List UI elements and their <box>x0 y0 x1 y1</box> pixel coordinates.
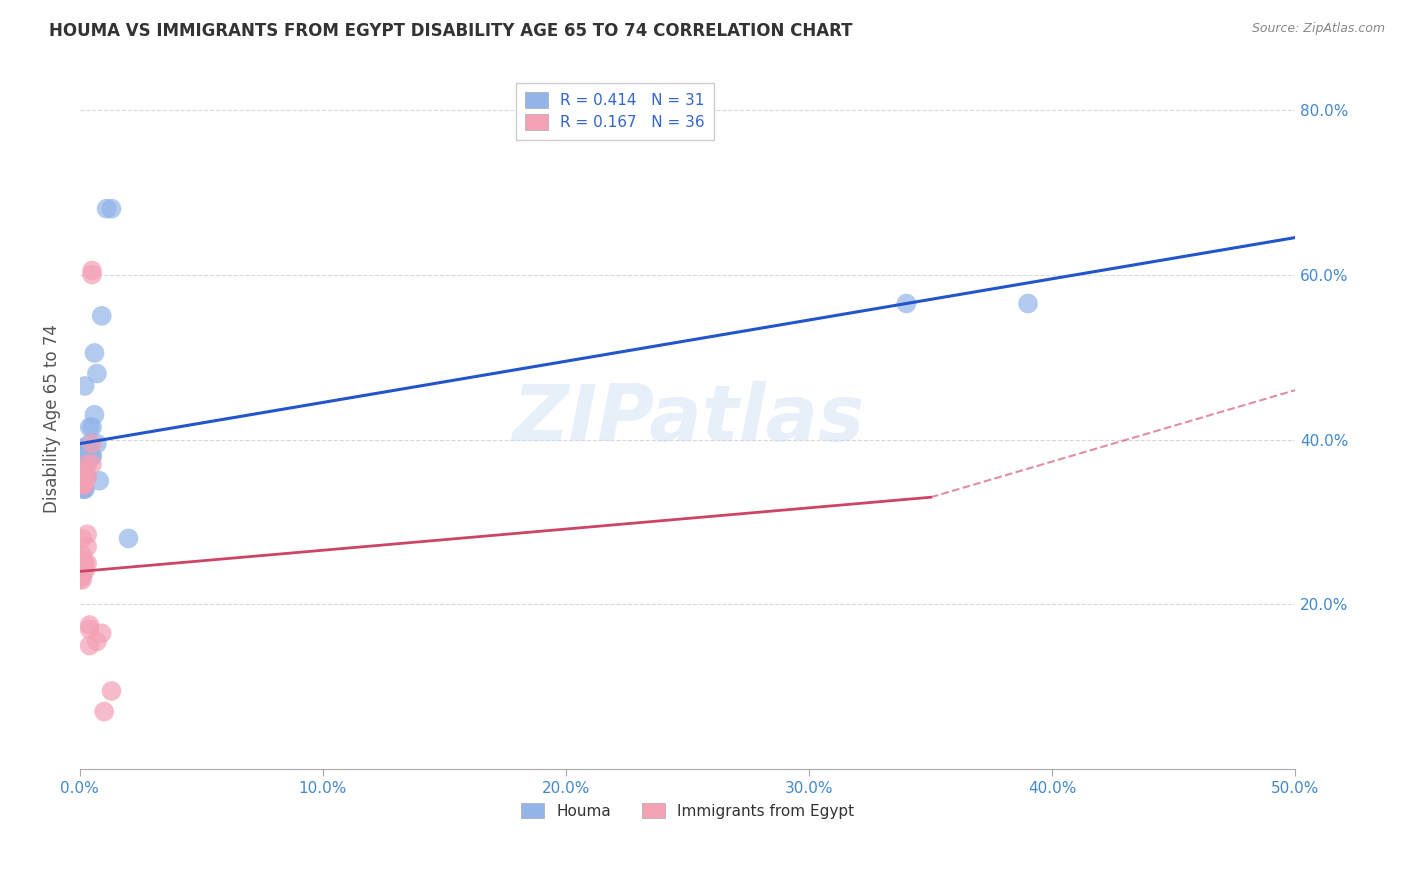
Point <box>96 202 118 216</box>
Text: HOUMA VS IMMIGRANTS FROM EGYPT DISABILITY AGE 65 TO 74 CORRELATION CHART: HOUMA VS IMMIGRANTS FROM EGYPT DISABILIT… <box>49 22 852 40</box>
Point <box>69 552 91 566</box>
Point <box>79 445 101 459</box>
Point <box>69 560 91 574</box>
Point <box>76 556 98 570</box>
Point <box>69 565 91 579</box>
Point <box>72 478 94 492</box>
Point <box>69 445 91 459</box>
Y-axis label: Disability Age 65 to 74: Disability Age 65 to 74 <box>44 325 60 514</box>
Point <box>69 568 91 582</box>
Point <box>72 478 94 492</box>
Point <box>73 478 96 492</box>
Point <box>76 540 98 554</box>
Point <box>100 202 122 216</box>
Point <box>79 436 101 450</box>
Point <box>83 408 105 422</box>
Point <box>79 445 101 459</box>
Point <box>117 532 139 546</box>
Point <box>72 556 94 570</box>
Point <box>80 449 103 463</box>
Point <box>89 474 111 488</box>
Point <box>69 556 91 570</box>
Point <box>69 573 91 587</box>
Point <box>73 482 96 496</box>
Point <box>73 469 96 483</box>
Point <box>73 469 96 483</box>
Point <box>73 560 96 574</box>
Point <box>76 527 98 541</box>
Point <box>72 548 94 562</box>
Point <box>83 346 105 360</box>
Point <box>86 634 108 648</box>
Point <box>896 296 918 310</box>
Point <box>76 449 98 463</box>
Point <box>76 469 98 483</box>
Point <box>100 684 122 698</box>
Point <box>72 568 94 582</box>
Point <box>76 457 98 471</box>
Point <box>80 449 103 463</box>
Point <box>90 309 112 323</box>
Point <box>72 532 94 546</box>
Point <box>79 622 101 636</box>
Point <box>80 436 103 450</box>
Point <box>72 482 94 496</box>
Point <box>80 263 103 277</box>
Point <box>73 474 96 488</box>
Text: ZIPatlas: ZIPatlas <box>512 381 863 457</box>
Legend: Houma, Immigrants from Egypt: Houma, Immigrants from Egypt <box>515 797 860 825</box>
Point <box>79 618 101 632</box>
Point <box>93 705 115 719</box>
Point <box>79 639 101 653</box>
Point <box>76 457 98 471</box>
Point <box>73 482 96 496</box>
Point <box>72 441 94 455</box>
Point <box>76 445 98 459</box>
Point <box>73 556 96 570</box>
Point <box>72 573 94 587</box>
Point <box>90 626 112 640</box>
Point <box>86 436 108 450</box>
Point <box>1017 296 1039 310</box>
Point <box>80 268 103 282</box>
Point <box>73 466 96 480</box>
Point <box>69 560 91 574</box>
Point <box>80 457 103 471</box>
Point <box>69 565 91 579</box>
Point <box>73 379 96 393</box>
Text: Source: ZipAtlas.com: Source: ZipAtlas.com <box>1251 22 1385 36</box>
Point <box>73 565 96 579</box>
Point <box>86 367 108 381</box>
Point <box>76 469 98 483</box>
Point <box>80 420 103 434</box>
Point <box>79 420 101 434</box>
